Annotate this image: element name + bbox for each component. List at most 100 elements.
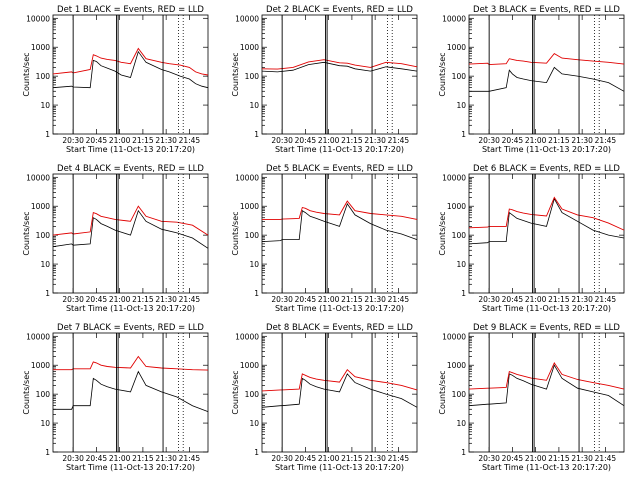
y-tick-label: 10000 <box>26 14 50 23</box>
panel-det-5: Det 5 BLACK = Events, RED = LLD 1 10 100 100… <box>231 164 418 313</box>
plot-frame <box>261 332 418 453</box>
y-tick-label: 10 <box>456 260 466 269</box>
x-axis-label: Start Time (11-Oct-13 20:17:20) <box>66 304 195 313</box>
x-tick-label: 21:30 <box>364 136 386 145</box>
x-tick-label: 21:30 <box>571 295 593 304</box>
panel-det-9: Det 9 BLACK = Events, RED = LLD 1 10 100 100… <box>438 323 625 472</box>
y-tick-label: 10000 <box>442 173 466 182</box>
y-tick-label: 1000 <box>240 202 259 211</box>
y-tick-label: 10 <box>249 260 259 269</box>
x-tick-label: 21:30 <box>571 454 593 463</box>
x-tick-label: 21:15 <box>132 454 154 463</box>
lld-series-line <box>468 361 625 390</box>
x-axis-label: Start Time (11-Oct-13 20:17:20) <box>275 145 404 154</box>
y-tick-label: 10000 <box>235 173 259 182</box>
events-series-line <box>468 364 625 407</box>
x-tick-label: 21:30 <box>571 136 593 145</box>
x-tick-label: 21:00 <box>525 295 547 304</box>
x-tick-label: 20:45 <box>502 454 524 463</box>
plot-frame <box>52 332 209 453</box>
lld-series-line <box>468 53 625 66</box>
y-tick-label: 1000 <box>447 43 466 52</box>
lld-series-line <box>262 200 418 220</box>
x-tick-label: 21:15 <box>341 295 363 304</box>
events-series-line <box>469 66 625 92</box>
plot-frame <box>52 173 209 294</box>
x-tick-label: 21:45 <box>388 136 410 145</box>
x-tick-label: 21:15 <box>132 136 154 145</box>
y-axis-label: Counts/sec <box>438 370 447 414</box>
y-tick-label: 10 <box>40 419 50 428</box>
panel-title: Det 9 BLACK = Events, RED = LLD <box>473 323 620 333</box>
lld-series-line <box>468 196 625 231</box>
panel-det-7: Det 7 BLACK = Events, RED = LLD 1 10 100 100… <box>22 323 209 472</box>
x-tick-label: 20:30 <box>478 454 500 463</box>
y-tick-label: 1000 <box>31 202 50 211</box>
events-series-line <box>52 209 209 249</box>
x-tick-label: 21:30 <box>155 295 177 304</box>
panel-det-3: Det 3 BLACK = Events, RED = LLD 1 10 100 100… <box>438 5 625 154</box>
x-tick-label: 21:30 <box>364 295 386 304</box>
y-tick-label: 100 <box>452 231 467 240</box>
panel-det-4: Det 4 BLACK = Events, RED = LLD 1 10 100 100… <box>22 164 209 313</box>
y-tick-label: 10 <box>249 101 259 110</box>
x-tick-label: 20:45 <box>295 136 317 145</box>
x-tick-label: 21:00 <box>318 454 340 463</box>
x-tick-label: 21:45 <box>179 295 201 304</box>
panel-det-6: Det 6 BLACK = Events, RED = LLD 1 10 100 100… <box>438 164 625 313</box>
x-tick-label: 21:15 <box>341 454 363 463</box>
y-tick-label: 1 <box>45 130 50 139</box>
x-tick-label: 20:30 <box>271 454 293 463</box>
panel-title: Det 6 BLACK = Events, RED = LLD <box>473 164 620 174</box>
y-tick-label: 1 <box>461 289 466 298</box>
lld-series-line <box>261 369 418 392</box>
panel-det-8: Det 8 BLACK = Events, RED = LLD 1 10 100 100… <box>231 323 418 472</box>
y-tick-label: 1000 <box>447 361 466 370</box>
events-series-line <box>53 370 209 412</box>
y-tick-label: 100 <box>245 72 260 81</box>
lld-series-line <box>52 47 209 76</box>
y-tick-label: 100 <box>245 231 260 240</box>
y-tick-label: 10000 <box>442 14 466 23</box>
y-tick-label: 1000 <box>240 43 259 52</box>
panel-title: Det 8 BLACK = Events, RED = LLD <box>266 323 413 333</box>
x-tick-label: 20:45 <box>502 136 524 145</box>
y-axis-label: Counts/sec <box>22 211 31 255</box>
lld-series-line <box>52 205 209 236</box>
y-tick-label: 100 <box>452 390 467 399</box>
x-tick-label: 20:45 <box>295 295 317 304</box>
y-tick-label: 100 <box>36 231 51 240</box>
x-tick-label: 21:00 <box>318 136 340 145</box>
x-tick-label: 21:00 <box>318 295 340 304</box>
y-tick-label: 1000 <box>240 361 259 370</box>
y-tick-label: 10 <box>40 101 50 110</box>
panel-title: Det 1 BLACK = Events, RED = LLD <box>57 5 204 15</box>
plot-frame <box>468 14 625 135</box>
x-tick-label: 20:30 <box>62 136 84 145</box>
x-tick-label: 21:45 <box>179 136 201 145</box>
y-axis-label: Counts/sec <box>22 52 31 96</box>
x-tick-label: 21:45 <box>179 454 201 463</box>
x-tick-label: 21:45 <box>388 454 410 463</box>
events-series-line <box>468 197 625 245</box>
y-tick-label: 10 <box>456 419 466 428</box>
x-tick-label: 20:45 <box>86 295 108 304</box>
x-tick-label: 21:00 <box>109 136 131 145</box>
y-tick-label: 100 <box>452 72 467 81</box>
y-tick-label: 1000 <box>31 43 50 52</box>
y-axis-label: Counts/sec <box>438 211 447 255</box>
events-series-line <box>261 203 418 242</box>
y-tick-label: 1 <box>45 289 50 298</box>
x-tick-label: 20:30 <box>62 454 84 463</box>
y-tick-label: 1 <box>254 448 259 457</box>
x-tick-label: 20:30 <box>62 295 84 304</box>
x-tick-label: 20:45 <box>86 454 108 463</box>
y-tick-label: 100 <box>36 72 51 81</box>
x-axis-label: Start Time (11-Oct-13 20:17:20) <box>66 145 195 154</box>
events-series-line <box>261 373 418 408</box>
y-tick-label: 1 <box>254 130 259 139</box>
y-tick-label: 1 <box>45 448 50 457</box>
x-tick-label: 20:30 <box>478 136 500 145</box>
plot-frame <box>261 14 418 135</box>
